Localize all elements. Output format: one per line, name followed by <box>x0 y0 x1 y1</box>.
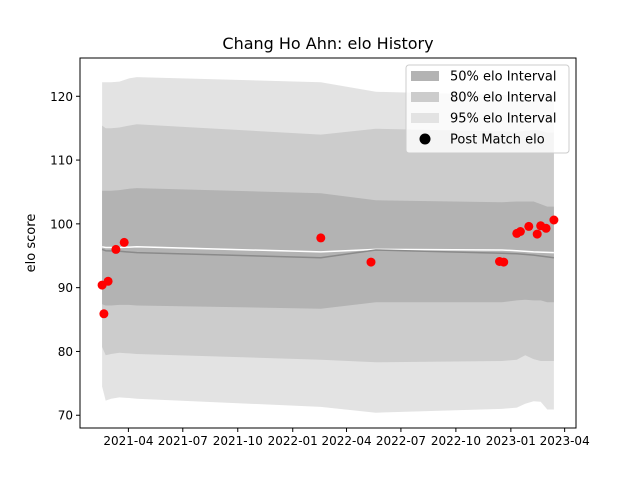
x-tick-label: 2023-01 <box>486 434 536 448</box>
y-tick-label: 100 <box>50 217 73 231</box>
x-tick-label: 2021-07 <box>158 434 208 448</box>
y-axis-label: elo score <box>24 214 39 273</box>
y-tick-label: 90 <box>58 281 73 295</box>
band-50-elo-interval <box>102 188 554 309</box>
post-match-points <box>97 215 559 319</box>
y-tick-label: 120 <box>50 90 73 104</box>
x-axis-ticks: 2021-04 2021-07 2021-10 2022-01 2022-04 2022-… <box>103 428 590 448</box>
post-match-point <box>316 233 326 243</box>
post-match-point <box>499 257 509 267</box>
post-match-point <box>541 223 551 233</box>
legend-marker-post-match-elo <box>419 133 431 145</box>
x-tick-label: 2021-04 <box>103 434 153 448</box>
y-tick-label: 80 <box>58 345 73 359</box>
legend-swatch-95-elo-interval <box>411 113 439 123</box>
post-match-point <box>99 309 109 319</box>
legend-label: 80% elo Interval <box>450 91 557 106</box>
post-match-point <box>515 227 525 236</box>
post-match-point <box>103 276 113 286</box>
legend-label: 95% elo Interval <box>450 112 557 127</box>
post-match-point <box>366 257 376 267</box>
post-match-point <box>119 237 129 247</box>
legend-swatch-50-elo-interval <box>411 71 439 81</box>
y-tick-label: 70 <box>58 409 73 423</box>
y-tick-label: 110 <box>50 154 73 168</box>
post-match-point <box>549 215 559 225</box>
legend: 50% elo Interval 80% elo Interval 95% elo … <box>405 64 570 154</box>
x-tick-label: 2022-10 <box>431 434 481 448</box>
post-match-point <box>524 221 534 231</box>
legend-label: Post Match elo <box>450 133 545 148</box>
post-match-point <box>532 229 542 239</box>
plot-frame <box>79 57 577 429</box>
interval-bands <box>102 77 554 413</box>
legend-frame <box>405 64 570 154</box>
post-match-point <box>111 244 121 254</box>
x-tick-label: 2022-01 <box>268 434 318 448</box>
legend-swatch-80-elo-interval <box>411 92 439 102</box>
x-tick-label: 2022-07 <box>376 434 426 448</box>
chart-title: Chang Ho Ahn: elo History <box>222 34 433 53</box>
x-tick-label: 2022-04 <box>321 434 371 448</box>
y-axis-ticks: 70 80 90 100 110 120 <box>50 90 80 423</box>
x-tick-label: 2023-04 <box>540 434 590 448</box>
x-tick-label: 2021-10 <box>213 434 263 448</box>
legend-label: 50% elo Interval <box>450 70 557 85</box>
